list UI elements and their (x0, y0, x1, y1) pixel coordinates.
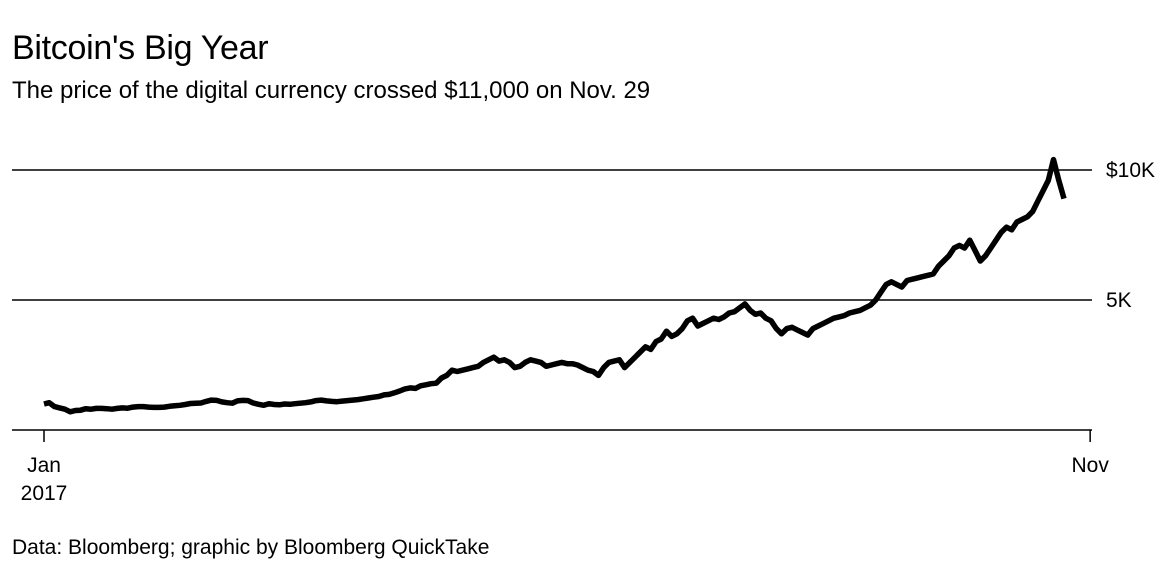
price-series (43, 156, 1067, 415)
y-tick-label-1: $10K (1106, 159, 1155, 182)
x-tick-label-1: Nov (1071, 454, 1109, 477)
y-tick-labels: 5K $10K (1106, 159, 1155, 312)
x-tick-labels: Jan 2017 Nov (21, 454, 1110, 505)
data-source-note: Data: Bloomberg; graphic by Bloomberg Qu… (12, 536, 490, 559)
x-axis (12, 429, 1092, 442)
y-gridlines (12, 169, 1092, 301)
x-tick-label-0: Jan (27, 454, 61, 477)
chart-title: Bitcoin's Big Year (12, 29, 269, 67)
y-tick-label-0: 5K (1106, 289, 1132, 312)
price-line (43, 156, 1067, 415)
x-tick-sublabel-0: 2017 (21, 482, 68, 505)
chart-subtitle: The price of the digital currency crosse… (12, 77, 651, 104)
